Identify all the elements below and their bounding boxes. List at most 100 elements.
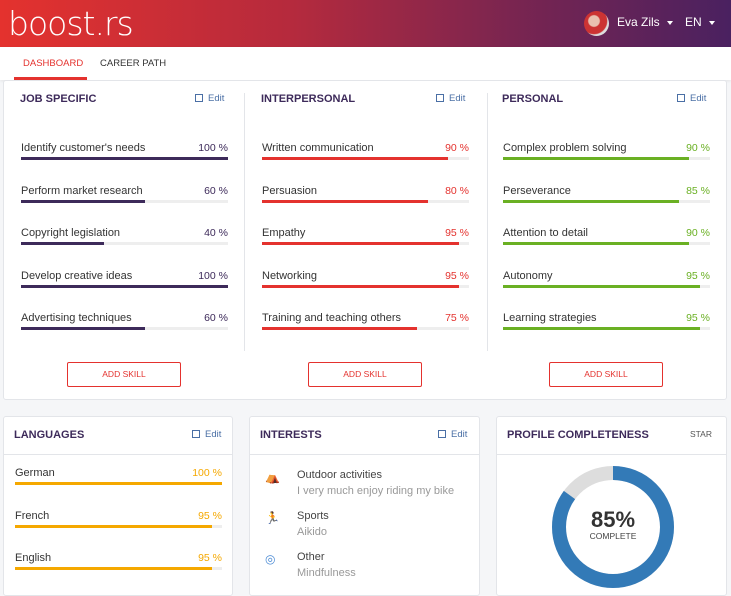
language-label: EN	[685, 15, 702, 29]
skill-name: Perseverance	[503, 184, 571, 197]
skill-percent: 90 %	[686, 142, 710, 154]
skill-name: Written communication	[262, 142, 374, 154]
runner-icon: 🏃	[265, 511, 280, 525]
progress-fill	[21, 199, 146, 203]
skill-row: Empathy 95 %	[262, 227, 469, 257]
caret-down-icon	[666, 20, 673, 25]
interest-description: I very much enjoy riding my bike	[297, 485, 455, 497]
top-bar: boost.rs Eva Zils EN	[0, 0, 731, 47]
progress-track	[503, 242, 710, 245]
skill-row: Perseverance 85 %	[503, 185, 710, 215]
skill-column-title: INTERPERSONAL	[261, 93, 356, 105]
skill-name: Advertising techniques	[21, 312, 132, 324]
languages-title: LANGUAGES	[14, 429, 85, 441]
skill-name: Develop creative ideas	[21, 269, 133, 282]
skill-row: Networking 95 %	[262, 270, 469, 300]
skill-percent: 60 %	[204, 312, 228, 324]
skill-name: English	[15, 552, 52, 564]
tent-icon: ⛺	[265, 470, 280, 484]
skill-row: Perform market research 60 %	[21, 185, 228, 215]
nav-tabs: DASHBOARD CAREER PATH	[0, 47, 731, 80]
progress-fill	[503, 157, 690, 160]
skill-name: Complex problem solving	[503, 142, 627, 154]
divider	[4, 454, 232, 455]
star-button[interactable]: STAR	[689, 429, 712, 439]
active-tab-indicator	[14, 77, 87, 80]
progress-fill	[21, 327, 146, 330]
skill-percent: 100 %	[198, 269, 228, 282]
completeness-value: 85%	[590, 507, 636, 532]
edit-button[interactable]: Edit	[192, 429, 221, 440]
skill-percent: 95 %	[445, 227, 469, 239]
skill-row: Identify customer's needs 100 %	[21, 142, 228, 172]
edit-icon	[677, 94, 685, 102]
progress-fill	[15, 567, 212, 570]
progress-fill	[503, 327, 700, 330]
skill-percent: 95 %	[686, 269, 710, 282]
completeness-donut	[552, 466, 674, 588]
skill-percent: 80 %	[445, 184, 469, 197]
skill-percent: 100 %	[192, 467, 222, 479]
progress-fill	[262, 199, 428, 203]
edit-icon	[436, 94, 444, 102]
divider	[244, 93, 245, 351]
skill-row: Attention to detail 90 %	[503, 227, 710, 257]
skill-row: Advertising techniques 60 %	[21, 312, 228, 342]
tab-career-path[interactable]: CAREER PATH	[100, 58, 167, 69]
interest-title: Sports	[297, 510, 329, 522]
skill-row: Learning strategies 95 %	[503, 312, 710, 342]
tab-dashboard[interactable]: DASHBOARD	[23, 58, 84, 69]
interest-description: Aikido	[297, 526, 327, 538]
edit-button[interactable]: Edit	[438, 429, 467, 440]
profile-title: PROFILE COMPLETENESS	[507, 429, 649, 441]
interest-item: Sports Aikido	[297, 510, 329, 538]
avatar[interactable]	[584, 11, 609, 36]
skill-name: Autonomy	[503, 269, 553, 282]
interest-title: Other	[297, 551, 325, 563]
skill-percent: 90 %	[686, 227, 710, 239]
user-menu[interactable]: Eva Zils	[617, 15, 673, 29]
skill-name: Learning strategies	[503, 312, 597, 324]
progress-track	[503, 199, 710, 203]
skill-percent: 85 %	[686, 184, 710, 197]
skill-name: Identify customer's needs	[21, 142, 146, 154]
progress-fill	[503, 284, 700, 288]
edit-icon	[195, 94, 203, 102]
interests-card: INTERESTS Edit ⛺ Outdoor activities I very…	[249, 416, 480, 596]
progress-fill	[262, 327, 418, 330]
progress-track	[503, 327, 710, 330]
edit-button[interactable]: Edit	[195, 93, 224, 104]
skill-name: German	[15, 467, 55, 479]
skill-row: English 95 %	[15, 552, 222, 582]
skill-percent: 60 %	[204, 184, 228, 197]
edit-button[interactable]: Edit	[436, 93, 465, 104]
progress-fill	[15, 524, 212, 528]
progress-track	[21, 199, 228, 203]
skill-name: Networking	[262, 269, 318, 282]
skill-name: Attention to detail	[503, 227, 589, 239]
add-skill-button[interactable]: ADD SKILL	[308, 362, 422, 387]
logo[interactable]: boost.rs	[8, 4, 134, 43]
progress-track	[21, 327, 228, 330]
add-skill-button[interactable]: ADD SKILL	[549, 362, 663, 387]
skill-row: Written communication 90 %	[262, 142, 469, 172]
language-menu[interactable]: EN	[685, 15, 715, 29]
skill-name: Empathy	[262, 227, 306, 239]
edit-button[interactable]: Edit	[677, 93, 706, 104]
progress-fill	[21, 242, 104, 245]
skill-percent: 95 %	[198, 509, 222, 522]
interest-item: Outdoor activities I very much enjoy ridi…	[297, 469, 454, 497]
caret-down-icon	[708, 20, 715, 25]
skill-row: French 95 %	[15, 510, 222, 540]
progress-track	[15, 524, 222, 528]
edit-icon	[438, 430, 446, 438]
progress-track	[15, 567, 222, 570]
interest-item: Other Mindfulness	[297, 551, 356, 579]
interest-title: Outdoor activities	[297, 469, 382, 481]
add-skill-button[interactable]: ADD SKILL	[67, 362, 181, 387]
progress-track	[262, 284, 469, 288]
progress-fill	[262, 242, 459, 245]
skill-percent: 40 %	[204, 227, 228, 239]
progress-fill	[15, 482, 222, 485]
skills-card: JOB SPECIFIC Edit Identify customer's need…	[3, 80, 727, 400]
